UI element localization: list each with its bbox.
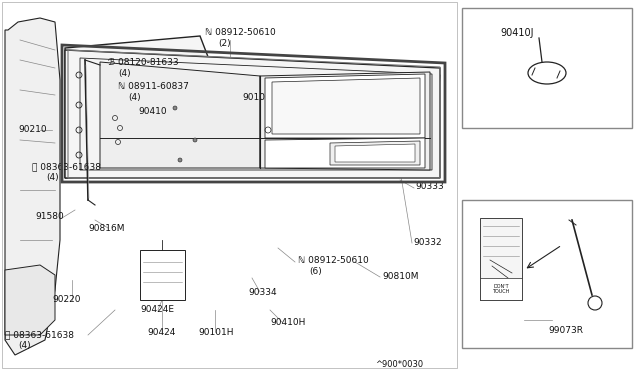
Text: DON'T
TOUCH: DON'T TOUCH [492, 283, 509, 294]
Bar [140, 250, 185, 300]
Text: 90424E: 90424E [140, 305, 174, 314]
Text: (2): (2) [218, 39, 230, 48]
Text: 90333: 90333 [415, 182, 444, 191]
Text: 9033L: 9033L [342, 93, 370, 102]
Text: 90100: 90100 [242, 93, 271, 102]
Text: 90320: 90320 [310, 93, 339, 102]
Text: ℕ 08912-50610: ℕ 08912-50610 [298, 256, 369, 265]
Bar [480, 218, 522, 300]
Text: ℕ 08911-60837: ℕ 08911-60837 [118, 82, 189, 91]
Bar [2, 2, 457, 368]
Text: Ⓢ 08363-61638: Ⓢ 08363-61638 [32, 162, 101, 171]
Text: Ⓢ 08363-61638: Ⓢ 08363-61638 [5, 330, 74, 339]
Bar [462, 200, 632, 348]
Polygon shape [100, 62, 260, 168]
Text: ℬ 08120-81633: ℬ 08120-81633 [108, 58, 179, 67]
Bar [480, 278, 522, 300]
Text: (4): (4) [18, 341, 31, 350]
Polygon shape [65, 36, 440, 178]
Bar [462, 8, 632, 128]
Text: 99073R: 99073R [548, 326, 583, 335]
Polygon shape [330, 141, 420, 165]
Text: ℕ 08912-50610: ℕ 08912-50610 [205, 28, 276, 37]
Text: 90220: 90220 [52, 295, 81, 304]
Text: (4): (4) [128, 93, 141, 102]
Polygon shape [272, 78, 420, 134]
Text: 90410H: 90410H [270, 318, 305, 327]
Text: 90334: 90334 [248, 288, 276, 297]
Polygon shape [5, 265, 55, 335]
Text: 90410: 90410 [138, 107, 166, 116]
Text: (6): (6) [309, 267, 322, 276]
Text: 90810M: 90810M [382, 272, 419, 281]
Text: 90816M: 90816M [88, 224, 125, 233]
Text: 90210: 90210 [18, 125, 47, 134]
Circle shape [178, 158, 182, 162]
Text: (4): (4) [118, 69, 131, 78]
Text: 91580: 91580 [35, 212, 64, 221]
Text: 90410J: 90410J [500, 28, 534, 38]
Polygon shape [265, 138, 425, 168]
Text: (4): (4) [46, 173, 59, 182]
Text: ^900*0030: ^900*0030 [375, 360, 423, 369]
Polygon shape [5, 18, 60, 355]
Text: 90313: 90313 [277, 93, 306, 102]
Polygon shape [260, 72, 430, 170]
Polygon shape [335, 144, 415, 162]
Text: 90332: 90332 [413, 238, 442, 247]
Polygon shape [65, 50, 440, 178]
Circle shape [173, 106, 177, 110]
Text: 90424: 90424 [147, 328, 175, 337]
Circle shape [193, 138, 197, 142]
Polygon shape [265, 74, 425, 138]
Text: 90101H: 90101H [198, 328, 234, 337]
